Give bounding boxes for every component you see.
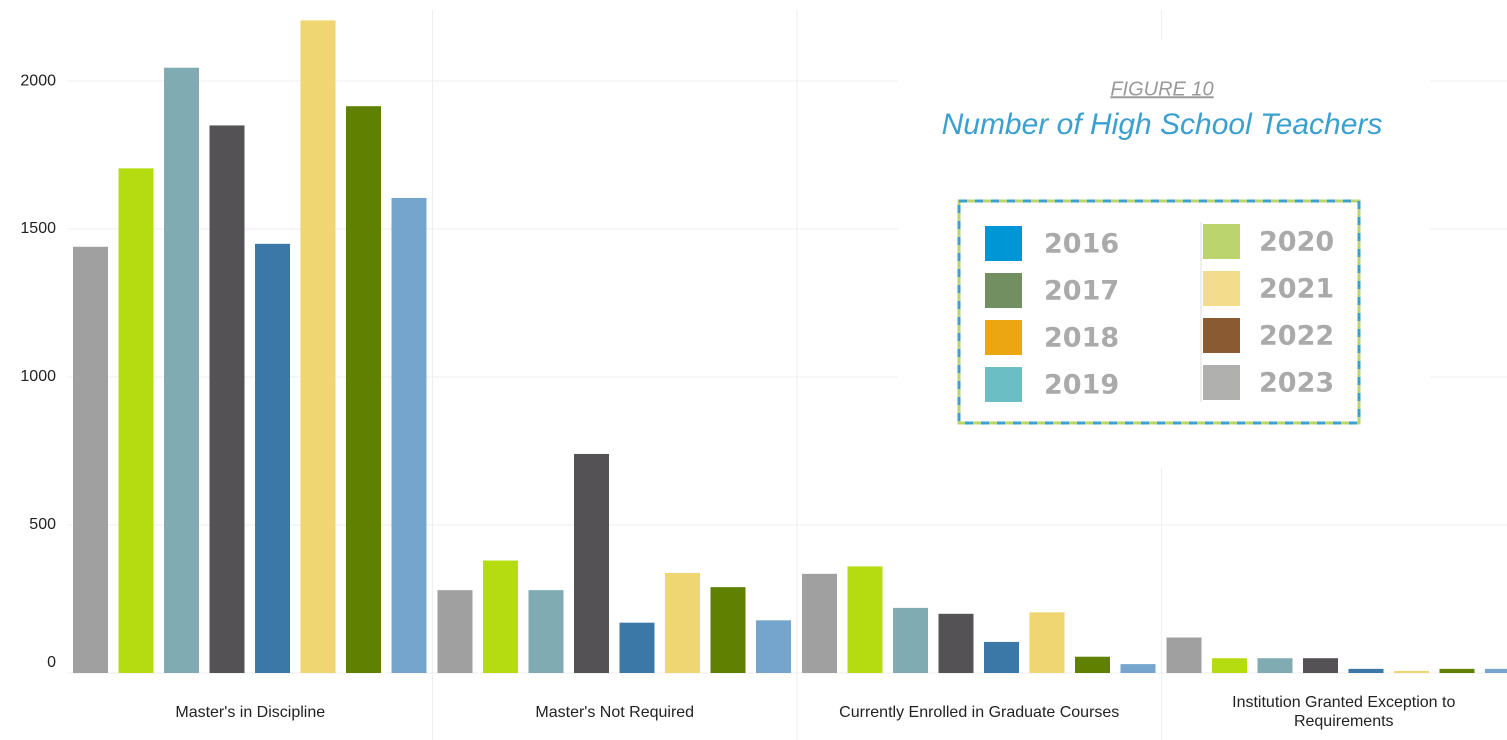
chart-title: Number of High School Teachers [942,108,1383,141]
legend-swatch [985,273,1022,308]
bar [164,67,199,674]
bar [391,197,427,673]
x-tick-label: Currently Enrolled in Graduate Courses [839,703,1120,721]
bar [1439,668,1475,673]
legend-swatch [1203,224,1240,259]
bar [483,560,518,673]
figure-label: FIGURE 10 [1110,78,1213,100]
legend-label: 2016 [1044,229,1119,260]
x-tick-label-box: Master's in Discipline [175,703,326,721]
title-panel [898,40,1430,468]
y-tick-label: 2000 [20,72,56,89]
bar [346,106,381,673]
legend-swatch [985,226,1022,261]
bar [847,566,883,673]
legend-swatch [985,367,1022,402]
bar [1212,658,1247,673]
legend-swatch [1203,318,1240,353]
legend-label: 2019 [1044,370,1119,401]
bar [665,572,700,673]
y-tick-label: 1500 [20,220,56,237]
bar [1166,637,1202,673]
legend-label: 2023 [1259,368,1334,399]
legend-label: 2020 [1259,227,1334,258]
x-tick-label-box: Currently Enrolled in Graduate Courses [839,703,1120,721]
bar [255,243,290,673]
x-tick-label: Master's in Discipline [175,703,326,721]
y-tick-label: 0 [47,654,56,671]
y-tick-label: 1000 [20,368,56,385]
bar [893,607,928,673]
legend-swatch [1203,271,1240,306]
bar [574,453,609,673]
legend-swatch [985,320,1022,355]
bar [619,622,655,673]
x-tick-label: Master's Not Required [535,703,695,721]
bar [1029,612,1065,673]
bar [1257,658,1293,673]
bar [300,20,336,673]
bar [984,641,1019,673]
bar [437,590,473,673]
bar [1120,664,1156,673]
bar [1303,658,1338,673]
bar [1394,670,1429,673]
bar [1485,668,1507,673]
bar [938,613,974,673]
y-tick-label: 500 [29,516,56,533]
legend-label: 2018 [1044,323,1119,354]
x-tick-label-box: Institution Granted Exception to Require… [1232,694,1456,730]
bar [710,587,746,673]
legend-label: 2017 [1044,276,1119,307]
x-tick-label: Institution Granted Exception to Require… [1232,694,1456,730]
legend-swatch [1203,365,1240,400]
bar [73,246,108,674]
legend-border-dash [957,199,1361,425]
bar [1075,656,1110,673]
bar [209,125,245,673]
bar [1348,668,1384,673]
bar [802,573,837,673]
x-tick-label-box: Master's Not Required [535,703,695,721]
legend-label: 2022 [1259,321,1334,352]
bar [756,620,791,673]
legend-label: 2021 [1259,274,1334,305]
bar [528,590,564,673]
bar [118,168,154,673]
